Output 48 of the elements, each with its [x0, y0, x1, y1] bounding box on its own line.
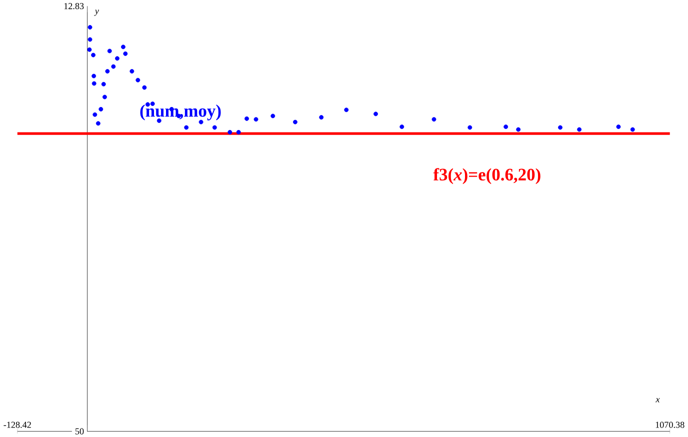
- point: [107, 48, 112, 53]
- series-label: (num,moy): [140, 104, 221, 120]
- point: [88, 37, 92, 42]
- point: [123, 51, 128, 56]
- point: [184, 125, 189, 130]
- x-tick-label: -128.42: [4, 422, 31, 428]
- point: [577, 127, 582, 132]
- point: [88, 24, 92, 30]
- point: [558, 125, 562, 130]
- point: [212, 125, 217, 130]
- y-tick-label: 12.83: [64, 2, 84, 9]
- point: [468, 125, 472, 130]
- point: [270, 114, 276, 118]
- point: [111, 64, 116, 69]
- point: [630, 127, 635, 132]
- point: [98, 106, 104, 112]
- point: [101, 82, 106, 86]
- point: [91, 52, 96, 58]
- point: [92, 74, 96, 78]
- point: [244, 116, 249, 121]
- point: [504, 124, 508, 129]
- point: [92, 112, 98, 117]
- ref-line-label: f3(x)=e(0.6,20): [433, 168, 540, 184]
- point: [115, 56, 120, 60]
- point: [254, 116, 258, 122]
- x-axis-title: x: [656, 398, 660, 402]
- point: [616, 124, 621, 129]
- point: [374, 111, 378, 116]
- point: [400, 124, 404, 129]
- y-axis-title: y: [94, 9, 99, 16]
- point: [516, 127, 521, 132]
- point: [292, 120, 298, 124]
- y-tick-label: 50: [75, 428, 84, 434]
- point: [105, 68, 110, 74]
- point: [102, 94, 107, 100]
- x-tick-label: 1070.38: [656, 422, 684, 428]
- point: [319, 114, 324, 120]
- point: [92, 81, 96, 86]
- point: [228, 130, 232, 134]
- point: [432, 116, 436, 122]
- point: [344, 107, 349, 112]
- point: [236, 130, 241, 134]
- point: [130, 68, 134, 74]
- point: [87, 47, 92, 52]
- point: [96, 120, 100, 126]
- point: [120, 44, 126, 49]
- point: [136, 78, 140, 82]
- point: [142, 85, 147, 90]
